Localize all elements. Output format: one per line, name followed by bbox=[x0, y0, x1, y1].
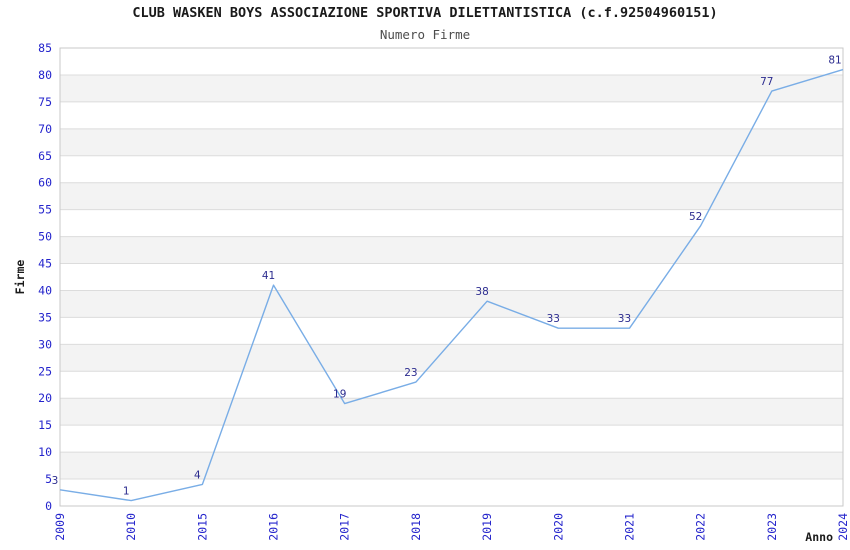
y-tick-label: 5 bbox=[45, 472, 52, 486]
y-tick-label: 50 bbox=[38, 230, 52, 244]
data-label: 52 bbox=[689, 211, 702, 223]
chart-subtitle: Numero Firme bbox=[379, 27, 471, 42]
x-tick-label: 2009 bbox=[53, 513, 67, 541]
data-label: 33 bbox=[618, 313, 631, 325]
x-tick-label: 2023 bbox=[765, 513, 779, 541]
data-label: 81 bbox=[828, 55, 841, 67]
data-label: 77 bbox=[760, 76, 773, 88]
x-tick-label: 2022 bbox=[694, 513, 708, 541]
y-tick-label: 10 bbox=[38, 445, 52, 459]
x-tick-label: 2015 bbox=[195, 513, 209, 541]
chart-title: CLUB WASKEN BOYS ASSOCIAZIONE SPORTIVA D… bbox=[132, 5, 718, 21]
x-tick-label: 2010 bbox=[124, 513, 138, 541]
y-tick-label: 80 bbox=[38, 68, 52, 82]
x-tick-label: 2020 bbox=[551, 513, 565, 541]
x-tick-label: 2018 bbox=[409, 513, 423, 541]
data-label: 19 bbox=[333, 389, 346, 401]
data-label: 4 bbox=[194, 469, 201, 481]
x-tick-label: 2017 bbox=[338, 513, 352, 541]
y-tick-label: 40 bbox=[38, 283, 52, 297]
x-axis-label: Anno bbox=[805, 530, 833, 544]
data-label: 23 bbox=[404, 367, 417, 379]
data-label: 38 bbox=[475, 286, 488, 298]
plot-border bbox=[59, 47, 844, 507]
y-tick-label: 25 bbox=[38, 364, 52, 378]
data-label: 33 bbox=[547, 313, 560, 325]
y-tick-label: 55 bbox=[38, 203, 52, 217]
grid-band bbox=[60, 182, 843, 210]
y-tick-label: 30 bbox=[38, 337, 52, 351]
x-tick-label: 2021 bbox=[622, 513, 636, 541]
y-tick-label: 75 bbox=[38, 95, 52, 109]
x-tick-label: 2024 bbox=[836, 513, 850, 541]
x-tick-label: 2019 bbox=[480, 513, 494, 541]
y-axis-label: Firme bbox=[13, 260, 27, 295]
x-tick-label: 2016 bbox=[267, 513, 281, 541]
y-tick-label: 20 bbox=[38, 391, 52, 405]
y-tick-label: 65 bbox=[38, 149, 52, 163]
grid-band bbox=[60, 290, 843, 318]
grid-band bbox=[60, 452, 843, 480]
grid-band bbox=[60, 236, 843, 264]
y-tick-label: 15 bbox=[38, 418, 52, 432]
y-tick-label: 0 bbox=[45, 499, 52, 513]
grid-band bbox=[60, 344, 843, 372]
grid-band bbox=[60, 128, 843, 156]
grid-band bbox=[60, 398, 843, 426]
y-tick-label: 45 bbox=[38, 257, 52, 271]
grid-band bbox=[60, 74, 843, 102]
y-tick-label: 60 bbox=[38, 176, 52, 190]
chart-line bbox=[59, 68, 844, 502]
y-tick-label: 35 bbox=[38, 310, 52, 324]
y-tick-label: 85 bbox=[38, 41, 52, 55]
data-label: 3 bbox=[52, 475, 59, 487]
data-label: 41 bbox=[262, 270, 275, 282]
y-tick-label: 70 bbox=[38, 122, 52, 136]
data-label: 1 bbox=[123, 486, 130, 498]
